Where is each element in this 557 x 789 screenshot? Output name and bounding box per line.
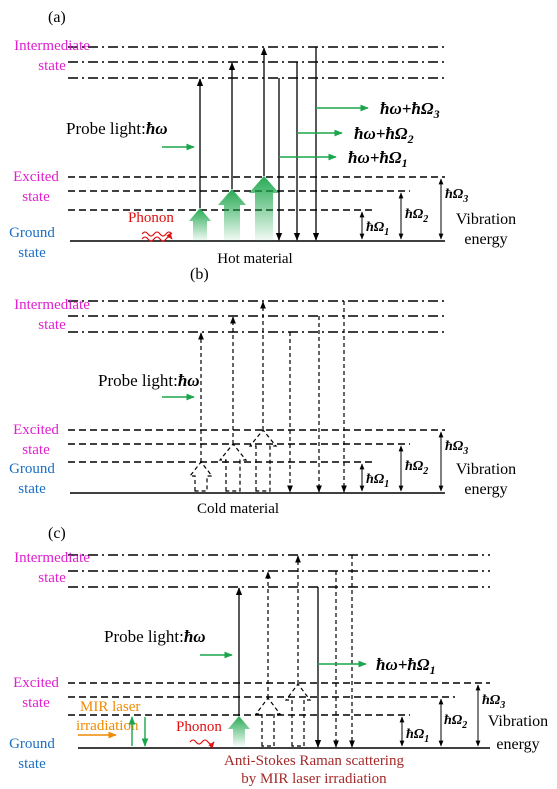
omega2-label: ħΩ2: [405, 459, 428, 477]
excited-state-label: state: [22, 442, 50, 458]
hollow-excitation-2: [254, 697, 282, 747]
panel-a-tag: (a): [48, 9, 66, 26]
hollow-excitation-3: [248, 429, 278, 492]
panel-a: (a) Intermediate state Excited state Gro…: [9, 9, 516, 267]
panel-b: (b) Intermediate state Excited state Gro…: [9, 266, 516, 517]
panel-a-caption: Hot material: [217, 251, 292, 267]
thermal-excitation-1: [189, 208, 211, 241]
intermediate-label: Intermediate: [14, 38, 90, 54]
mir-label-2: irradiation: [76, 718, 139, 734]
omega3-label: ħΩ3: [445, 439, 468, 457]
scatter-label-3: ħω+ħΩ3: [380, 99, 440, 121]
omega1-label: ħΩ1: [366, 220, 389, 238]
omega3-label: ħΩ3: [482, 693, 505, 711]
scatter-label-2: ħω+ħΩ2: [354, 124, 414, 146]
excited-state-label: state: [22, 695, 50, 711]
ground-state-label: state: [18, 756, 46, 772]
hollow-excitation-1: [188, 461, 214, 492]
hollow-excitation-2: [218, 443, 248, 492]
panel-c: (c) Intermediate state Excited state Gro…: [9, 525, 548, 787]
thermal-excitation-3: [249, 176, 279, 241]
omega2-label: ħΩ2: [444, 713, 467, 731]
panel-c-tag: (c): [48, 525, 66, 542]
phonon-wave-2: [141, 232, 173, 242]
phonon-label: Phonon: [128, 210, 174, 226]
vibration-label: Vibration: [456, 461, 516, 478]
thermal-excitation-2: [218, 189, 246, 241]
panel-b-tag: (b): [190, 266, 209, 283]
omega1-label: ħΩ1: [366, 472, 389, 490]
panel-c-caption-1: Anti-Stokes Raman scattering: [224, 753, 404, 769]
phonon-wave-1: [141, 231, 173, 237]
intermediate-state-label: state: [38, 58, 66, 74]
phonon-wave: [189, 739, 215, 749]
vibration-label: Vibration: [456, 211, 516, 228]
excited-label: Excited: [13, 675, 59, 691]
ground-label: Ground: [9, 225, 55, 241]
excited-label: Excited: [13, 422, 59, 438]
probe-label: Probe light:ħω: [98, 371, 200, 390]
intermediate-state-label: state: [38, 570, 66, 586]
mir-label-1: MIR laser: [80, 699, 140, 715]
intermediate-label: Intermediate: [14, 297, 90, 313]
intermediate-state-label: state: [38, 317, 66, 333]
scatter-label-1: ħω+ħΩ1: [348, 148, 408, 170]
ground-label: Ground: [9, 461, 55, 477]
panel-c-caption-2: by MIR laser irradiation: [241, 771, 387, 787]
omega2-label: ħΩ2: [405, 207, 428, 225]
mir-excitation-arrow: [228, 716, 250, 746]
panel-b-caption: Cold material: [197, 501, 279, 517]
excited-label: Excited: [13, 169, 59, 185]
omega3-label: ħΩ3: [445, 187, 468, 205]
ground-state-label: state: [18, 481, 46, 497]
probe-label: Probe light:ħω: [104, 627, 206, 646]
ground-label: Ground: [9, 736, 55, 752]
vibration-label: Vibration: [488, 713, 548, 730]
phonon-label: Phonon: [176, 719, 222, 735]
ground-state-label: state: [18, 245, 46, 261]
energy-label: energy: [464, 481, 507, 498]
energy-label: energy: [496, 736, 539, 753]
probe-label: Probe light:ħω: [66, 119, 168, 138]
hollow-excitation-3: [284, 683, 312, 747]
omega1-label: ħΩ1: [406, 727, 429, 745]
intermediate-label: Intermediate: [14, 550, 90, 566]
excited-state-label: state: [22, 189, 50, 205]
scatter-label-1: ħω+ħΩ1: [376, 655, 436, 677]
energy-label: energy: [464, 231, 507, 248]
